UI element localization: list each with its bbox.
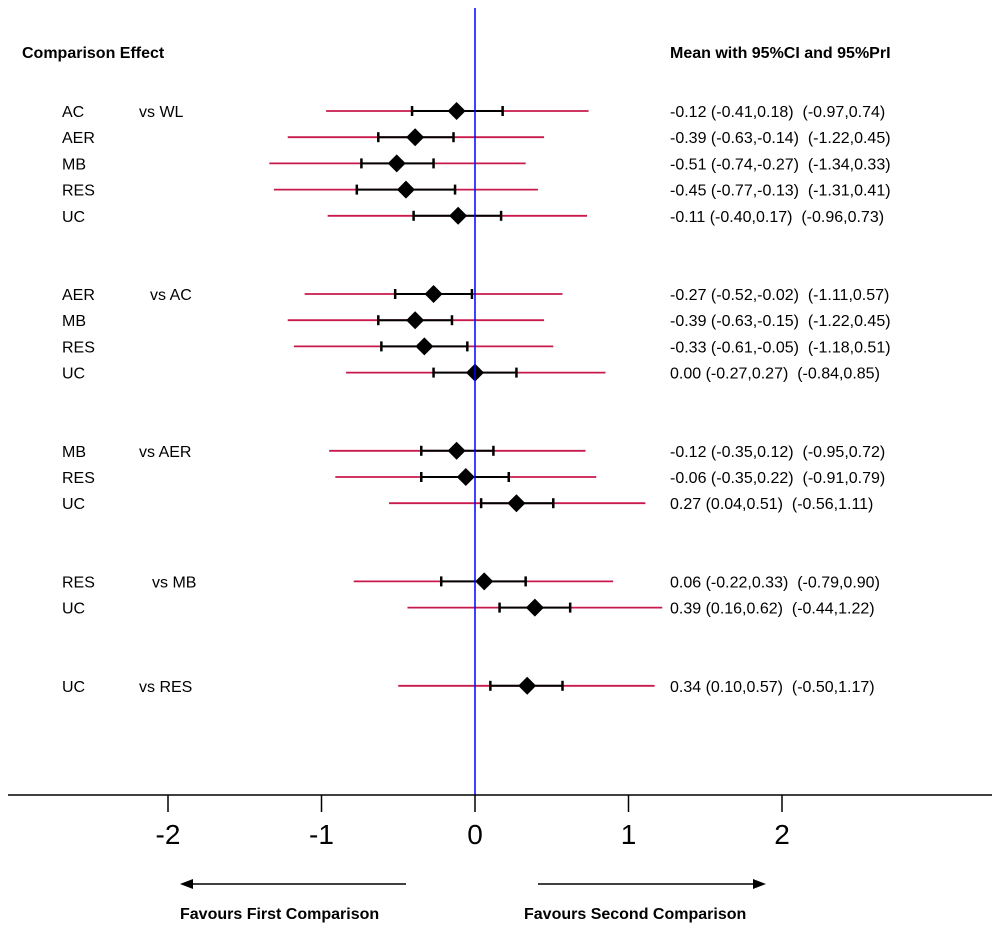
mean-marker bbox=[449, 206, 468, 225]
mean-marker bbox=[518, 676, 537, 695]
mean-marker bbox=[475, 572, 494, 591]
forest-row: RES vs MB 0.06 (-0.22,0.33) (-0.79,0.90) bbox=[62, 572, 880, 591]
forest-rows: AC vs WL -0.12 (-0.41,0.18) (-0.97,0.74) AE… bbox=[62, 102, 891, 696]
mean-marker bbox=[525, 598, 544, 617]
row-estimate-label: -0.12 (-0.35,0.12) (-0.95,0.72) bbox=[670, 444, 885, 461]
row-estimate-label: 0.39 (0.16,0.62) (-0.44,1.22) bbox=[670, 601, 875, 618]
mean-marker bbox=[406, 311, 425, 330]
mean-marker bbox=[424, 285, 443, 303]
right-header: Mean with 95%CI and 95%PrI bbox=[670, 45, 891, 62]
forest-row: MB vs AER -0.12 (-0.35,0.12) (-0.95,0.72) bbox=[62, 441, 885, 461]
forest-row: UC 0.27 (0.04,0.51) (-0.56,1.11) bbox=[62, 494, 873, 513]
forest-row: AER vs AC -0.27 (-0.52,-0.02) (-1.11,0.57) bbox=[62, 285, 889, 304]
mean-marker bbox=[456, 468, 475, 486]
footer-right-label: Favours Second Comparison bbox=[524, 906, 746, 923]
forest-row: RES -0.06 (-0.35,0.22) (-0.91,0.79) bbox=[62, 468, 885, 487]
x-tick-label: -2 bbox=[156, 819, 181, 850]
row-estimate-label: 0.27 (0.04,0.51) (-0.56,1.11) bbox=[670, 496, 873, 513]
row-treatment-label: MB bbox=[62, 444, 86, 461]
forest-row: RES -0.33 (-0.61,-0.05) (-1.18,0.51) bbox=[62, 337, 891, 356]
forest-row: UC -0.11 (-0.40,0.17) (-0.96,0.73) bbox=[62, 206, 884, 226]
row-estimate-label: -0.51 (-0.74,-0.27) (-1.34,0.33) bbox=[670, 156, 891, 173]
footer-left-arrow bbox=[180, 879, 406, 889]
x-tick-label: 0 bbox=[467, 819, 483, 850]
mean-marker bbox=[447, 441, 466, 460]
x-axis-ticks: -2 -1 0 1 2 bbox=[156, 795, 790, 850]
mean-marker bbox=[447, 102, 466, 120]
mean-marker bbox=[415, 337, 434, 356]
forest-row: UC 0.39 (0.16,0.62) (-0.44,1.22) bbox=[62, 598, 875, 618]
row-estimate-label: -0.33 (-0.61,-0.05) (-1.18,0.51) bbox=[670, 339, 891, 356]
row-estimate-label: -0.45 (-0.77,-0.13) (-1.31,0.41) bbox=[670, 183, 891, 200]
row-estimate-label: 0.06 (-0.22,0.33) (-0.79,0.90) bbox=[670, 574, 880, 591]
left-header: Comparison Effect bbox=[22, 45, 165, 62]
x-tick-label: -1 bbox=[309, 819, 334, 850]
row-treatment-label: UC bbox=[62, 366, 85, 383]
row-treatment-label: MB bbox=[62, 156, 86, 173]
row-treatment-label: RES bbox=[62, 339, 95, 356]
row-treatment-label: UC bbox=[62, 679, 85, 696]
row-estimate-label: -0.27 (-0.52,-0.02) (-1.11,0.57) bbox=[670, 287, 889, 304]
row-treatment-label: RES bbox=[62, 470, 95, 487]
row-estimate-label: -0.12 (-0.41,0.18) (-0.97,0.74) bbox=[670, 104, 885, 121]
row-treatment-label: RES bbox=[62, 574, 95, 591]
row-treatment-label: UC bbox=[62, 601, 85, 618]
group-comparator-label: vs AER bbox=[139, 444, 191, 461]
row-treatment-label: AER bbox=[62, 287, 95, 304]
row-estimate-label: 0.34 (0.10,0.57) (-0.50,1.17) bbox=[670, 679, 875, 696]
group-comparator-label: vs RES bbox=[139, 679, 192, 696]
row-treatment-label: MB bbox=[62, 313, 86, 330]
mean-marker bbox=[507, 494, 526, 513]
row-treatment-label: UC bbox=[62, 496, 85, 513]
footer-right-arrow bbox=[538, 879, 766, 889]
forest-row: MB -0.39 (-0.63,-0.15) (-1.22,0.45) bbox=[62, 311, 891, 330]
x-tick-label: 2 bbox=[774, 819, 790, 850]
row-estimate-label: -0.39 (-0.63,-0.14) (-1.22,0.45) bbox=[670, 130, 891, 147]
row-estimate-label: -0.39 (-0.63,-0.15) (-1.22,0.45) bbox=[670, 313, 891, 330]
forest-row: UC vs RES 0.34 (0.10,0.57) (-0.50,1.17) bbox=[62, 676, 875, 696]
x-tick-label: 1 bbox=[621, 819, 637, 850]
row-treatment-label: UC bbox=[62, 209, 85, 226]
row-treatment-label: AER bbox=[62, 130, 95, 147]
row-estimate-label: -0.06 (-0.35,0.22) (-0.91,0.79) bbox=[670, 470, 885, 487]
group-comparator-label: vs AC bbox=[150, 287, 192, 304]
row-estimate-label: -0.11 (-0.40,0.17) (-0.96,0.73) bbox=[670, 209, 884, 226]
footer-left-label: Favours First Comparison bbox=[180, 906, 379, 923]
forest-row: AER -0.39 (-0.63,-0.14) (-1.22,0.45) bbox=[62, 128, 891, 147]
row-estimate-label: 0.00 (-0.27,0.27) (-0.84,0.85) bbox=[670, 366, 880, 383]
mean-marker bbox=[406, 128, 425, 147]
group-comparator-label: vs MB bbox=[152, 574, 196, 591]
forest-row: RES -0.45 (-0.77,-0.13) (-1.31,0.41) bbox=[62, 180, 891, 200]
mean-marker bbox=[387, 154, 406, 173]
forest-row: MB -0.51 (-0.74,-0.27) (-1.34,0.33) bbox=[62, 154, 891, 173]
mean-marker bbox=[396, 180, 415, 199]
forest-row: UC 0.00 (-0.27,0.27) (-0.84,0.85) bbox=[62, 363, 880, 383]
row-treatment-label: AC bbox=[62, 104, 84, 121]
row-treatment-label: RES bbox=[62, 183, 95, 200]
group-comparator-label: vs WL bbox=[139, 104, 184, 121]
forest-row: AC vs WL -0.12 (-0.41,0.18) (-0.97,0.74) bbox=[62, 102, 885, 121]
